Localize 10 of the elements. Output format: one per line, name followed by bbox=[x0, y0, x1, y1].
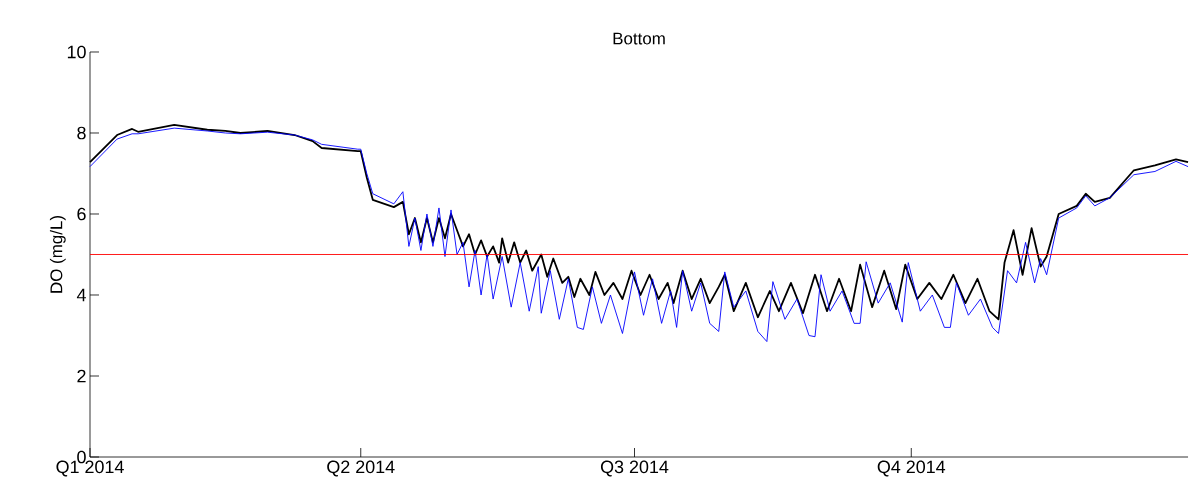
y-tick-label: 6 bbox=[77, 207, 86, 221]
y-tick-label: 8 bbox=[77, 126, 86, 140]
x-tick-label: Q2 2014 bbox=[327, 460, 395, 477]
x-tick-label: Q4 2014 bbox=[877, 460, 946, 477]
x-tick-label: Q3 2014 bbox=[600, 460, 669, 477]
y-tick-label: 10 bbox=[67, 45, 86, 59]
y-tick-label: 4 bbox=[76, 288, 86, 302]
y-axis-title: DO (mg/L) bbox=[49, 216, 66, 293]
chart-title: Bottom bbox=[613, 32, 665, 45]
y-tick-label: 2 bbox=[77, 369, 86, 383]
